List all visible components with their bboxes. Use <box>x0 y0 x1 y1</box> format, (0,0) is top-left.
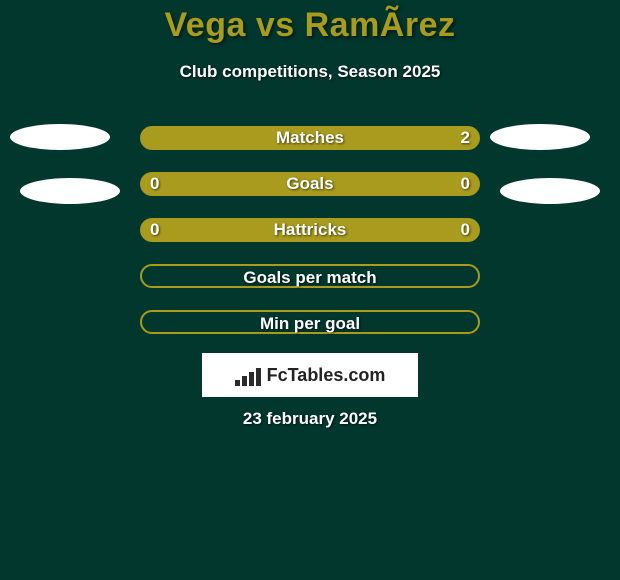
stat-row: Min per goal <box>140 310 480 334</box>
footer-date: 23 february 2025 <box>0 409 620 429</box>
player-left-photo-placeholder <box>10 124 110 150</box>
stat-row: Goals per match <box>140 264 480 288</box>
comparison-card: Vega vs RamÃ­rez Club competitions, Seas… <box>0 0 620 580</box>
stat-label: Matches <box>140 126 480 150</box>
stat-row: Goals0 0 <box>140 172 480 196</box>
brand-logo: FcTables.com <box>202 353 418 397</box>
stat-label: Goals <box>140 172 480 196</box>
stat-row: Matches2 <box>140 126 480 150</box>
club-left-logo-placeholder <box>20 178 120 204</box>
bar-chart-icon <box>235 364 261 386</box>
player-right-photo-placeholder <box>490 124 590 150</box>
page-subtitle: Club competitions, Season 2025 <box>0 62 620 82</box>
page-title: Vega vs RamÃ­rez <box>0 6 620 45</box>
stat-value-right: 0 <box>461 172 470 196</box>
stat-value-left: 0 <box>150 172 159 196</box>
club-right-logo-placeholder <box>500 178 600 204</box>
stat-label: Hattricks <box>140 218 480 242</box>
stat-value-left: 0 <box>150 218 159 242</box>
stat-label: Min per goal <box>142 312 478 336</box>
stat-value-right: 0 <box>461 218 470 242</box>
stat-label: Goals per match <box>142 266 478 290</box>
stat-row: Hattricks0 0 <box>140 218 480 242</box>
brand-logo-text: FcTables.com <box>267 365 386 386</box>
stat-value-right: 2 <box>461 126 470 150</box>
